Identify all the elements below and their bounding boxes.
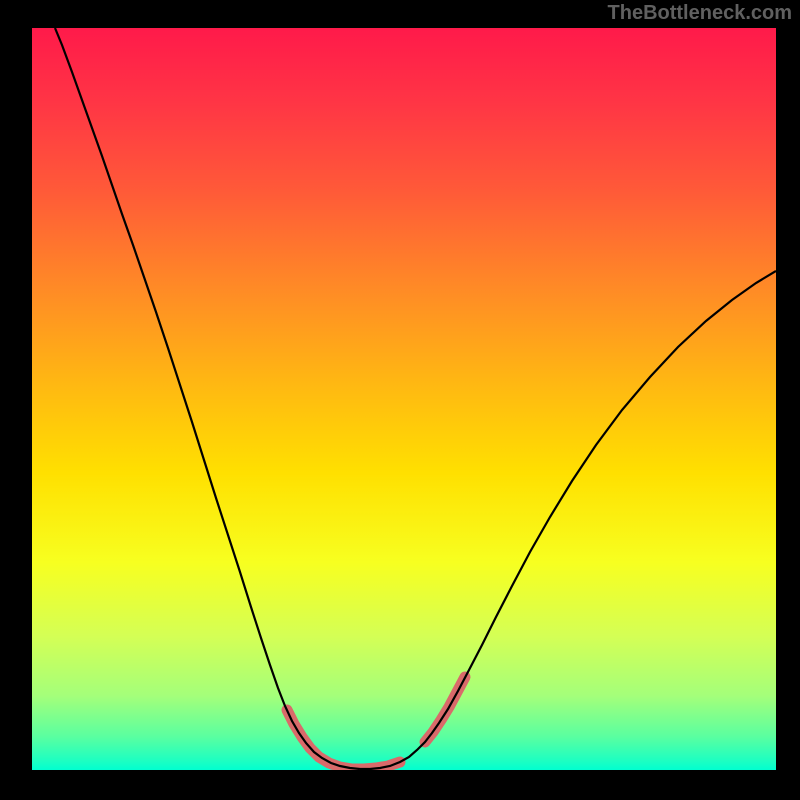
watermark-text: TheBottleneck.com: [608, 2, 792, 25]
chart-container: TheBottleneck.com: [0, 0, 800, 800]
curve-layer: [32, 28, 776, 770]
curve-left: [55, 28, 360, 769]
plot-area: [32, 28, 776, 770]
curve-right: [360, 271, 776, 769]
